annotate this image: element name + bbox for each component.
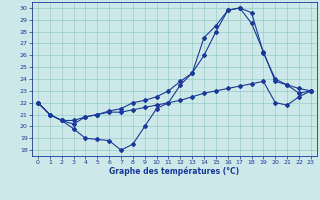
X-axis label: Graphe des températures (°C): Graphe des températures (°C) [109, 167, 239, 176]
